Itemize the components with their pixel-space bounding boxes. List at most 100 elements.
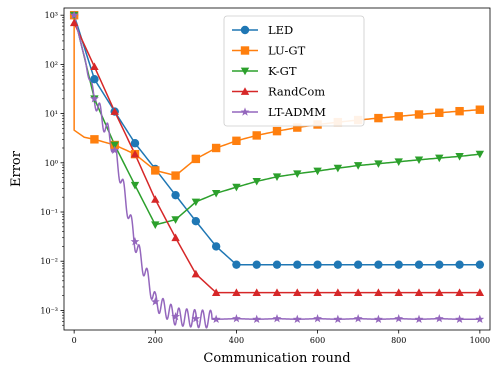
legend-label-lu-gt: LU-GT [268, 44, 306, 58]
point-lu-gt [475, 105, 485, 114]
y-tick-label: 10⁰ [45, 159, 58, 168]
point-randcom [272, 288, 282, 296]
point-lu-gt [293, 123, 302, 132]
point-k-gt [232, 183, 241, 192]
y-tick-label: 10⁻² [40, 257, 58, 266]
point-led [252, 260, 261, 269]
y-tick-label: 10² [45, 60, 58, 69]
point-lt-admm [252, 314, 262, 324]
point-lu-gt [435, 108, 444, 117]
y-tick-label: 10³ [45, 11, 58, 20]
point-led [313, 260, 322, 269]
point-lt-admm [374, 314, 383, 324]
point-randcom [110, 107, 119, 115]
point-lu-gt [90, 135, 99, 144]
point-lt-admm [211, 314, 221, 324]
y-tick-label: 10⁻³ [40, 306, 58, 315]
x-tick-label: 0 [72, 336, 77, 345]
point-lt-admm [414, 314, 424, 324]
point-k-gt [394, 158, 403, 166]
legend-box [223, 15, 365, 127]
point-k-gt [191, 198, 201, 207]
legend-label-lt-admm: LT-ADMM [268, 105, 326, 119]
plot-frame [63, 7, 491, 331]
point-randcom [191, 269, 201, 278]
point-led [435, 260, 444, 269]
point-randcom [151, 195, 160, 203]
point-led [333, 260, 343, 269]
point-led [455, 260, 464, 269]
point-randcom [211, 288, 221, 296]
x-tick-label: 200 [148, 336, 163, 345]
point-lt-admm [333, 314, 343, 324]
point-randcom [313, 288, 322, 296]
point-k-gt [435, 154, 444, 163]
legend-marker-randcom [240, 87, 250, 95]
point-lt-admm [292, 314, 302, 324]
point-k-gt [414, 156, 424, 165]
point-randcom [252, 288, 261, 296]
legend: LED LU-GT K-GT RandCom LT-ADMM [223, 15, 365, 127]
x-tick-label: 800 [391, 336, 406, 345]
point-randcom [475, 288, 485, 296]
point-randcom [414, 288, 424, 296]
point-lu-gt [232, 136, 241, 146]
point-lt-admm [353, 314, 363, 323]
y-tick-label: 10⁻¹ [40, 208, 58, 217]
point-randcom [130, 149, 140, 158]
point-k-gt [171, 216, 180, 224]
point-lt-admm [232, 314, 241, 323]
point-randcom [333, 288, 343, 296]
point-led [90, 75, 99, 84]
point-randcom [455, 288, 464, 296]
point-lt-admm [150, 297, 160, 306]
point-randcom [90, 62, 99, 71]
point-led [272, 260, 282, 269]
point-led [293, 260, 302, 269]
legend-marker-k-gt [240, 67, 250, 76]
point-lu-gt [374, 113, 383, 123]
point-lt-admm [434, 314, 444, 323]
point-k-gt [272, 173, 282, 181]
x-axis-label: Communication round [203, 351, 350, 366]
point-k-gt [475, 150, 485, 159]
point-lt-admm [130, 237, 140, 246]
point-lt-admm [171, 311, 180, 321]
point-lt-admm [69, 10, 79, 19]
point-randcom [435, 288, 444, 296]
point-k-gt [151, 221, 160, 229]
point-randcom [171, 233, 180, 242]
point-led [394, 260, 403, 269]
point-lu-gt [171, 171, 180, 180]
legend-label-led: LED [268, 23, 293, 37]
point-k-gt [313, 167, 322, 176]
x-tick-label: 400 [229, 336, 244, 345]
point-led [130, 139, 140, 148]
point-randcom [232, 288, 241, 296]
point-lt-admm [455, 314, 464, 324]
point-led [191, 217, 201, 226]
point-lt-admm [191, 314, 201, 323]
point-k-gt [110, 141, 119, 150]
point-lt-admm [313, 314, 322, 323]
point-lt-admm [475, 314, 485, 324]
point-k-gt [130, 181, 140, 190]
legend-marker-lt-admm [240, 107, 250, 116]
point-k-gt [252, 177, 261, 186]
point-led [353, 260, 363, 269]
x-tick-label: 600 [310, 336, 325, 345]
point-led [475, 260, 485, 269]
point-lu-gt [151, 166, 160, 175]
point-k-gt [333, 164, 343, 173]
legend-label-randcom: RandCom [268, 85, 325, 99]
point-lt-admm [394, 314, 404, 323]
point-led [374, 260, 383, 269]
legend-marker-lu-gt [240, 46, 250, 55]
point-lt-admm [110, 145, 120, 154]
point-randcom [394, 288, 403, 296]
point-lt-admm [90, 94, 99, 103]
point-lu-gt [252, 131, 261, 140]
x-tick-label: 1000 [470, 336, 490, 345]
point-k-gt [211, 189, 221, 198]
